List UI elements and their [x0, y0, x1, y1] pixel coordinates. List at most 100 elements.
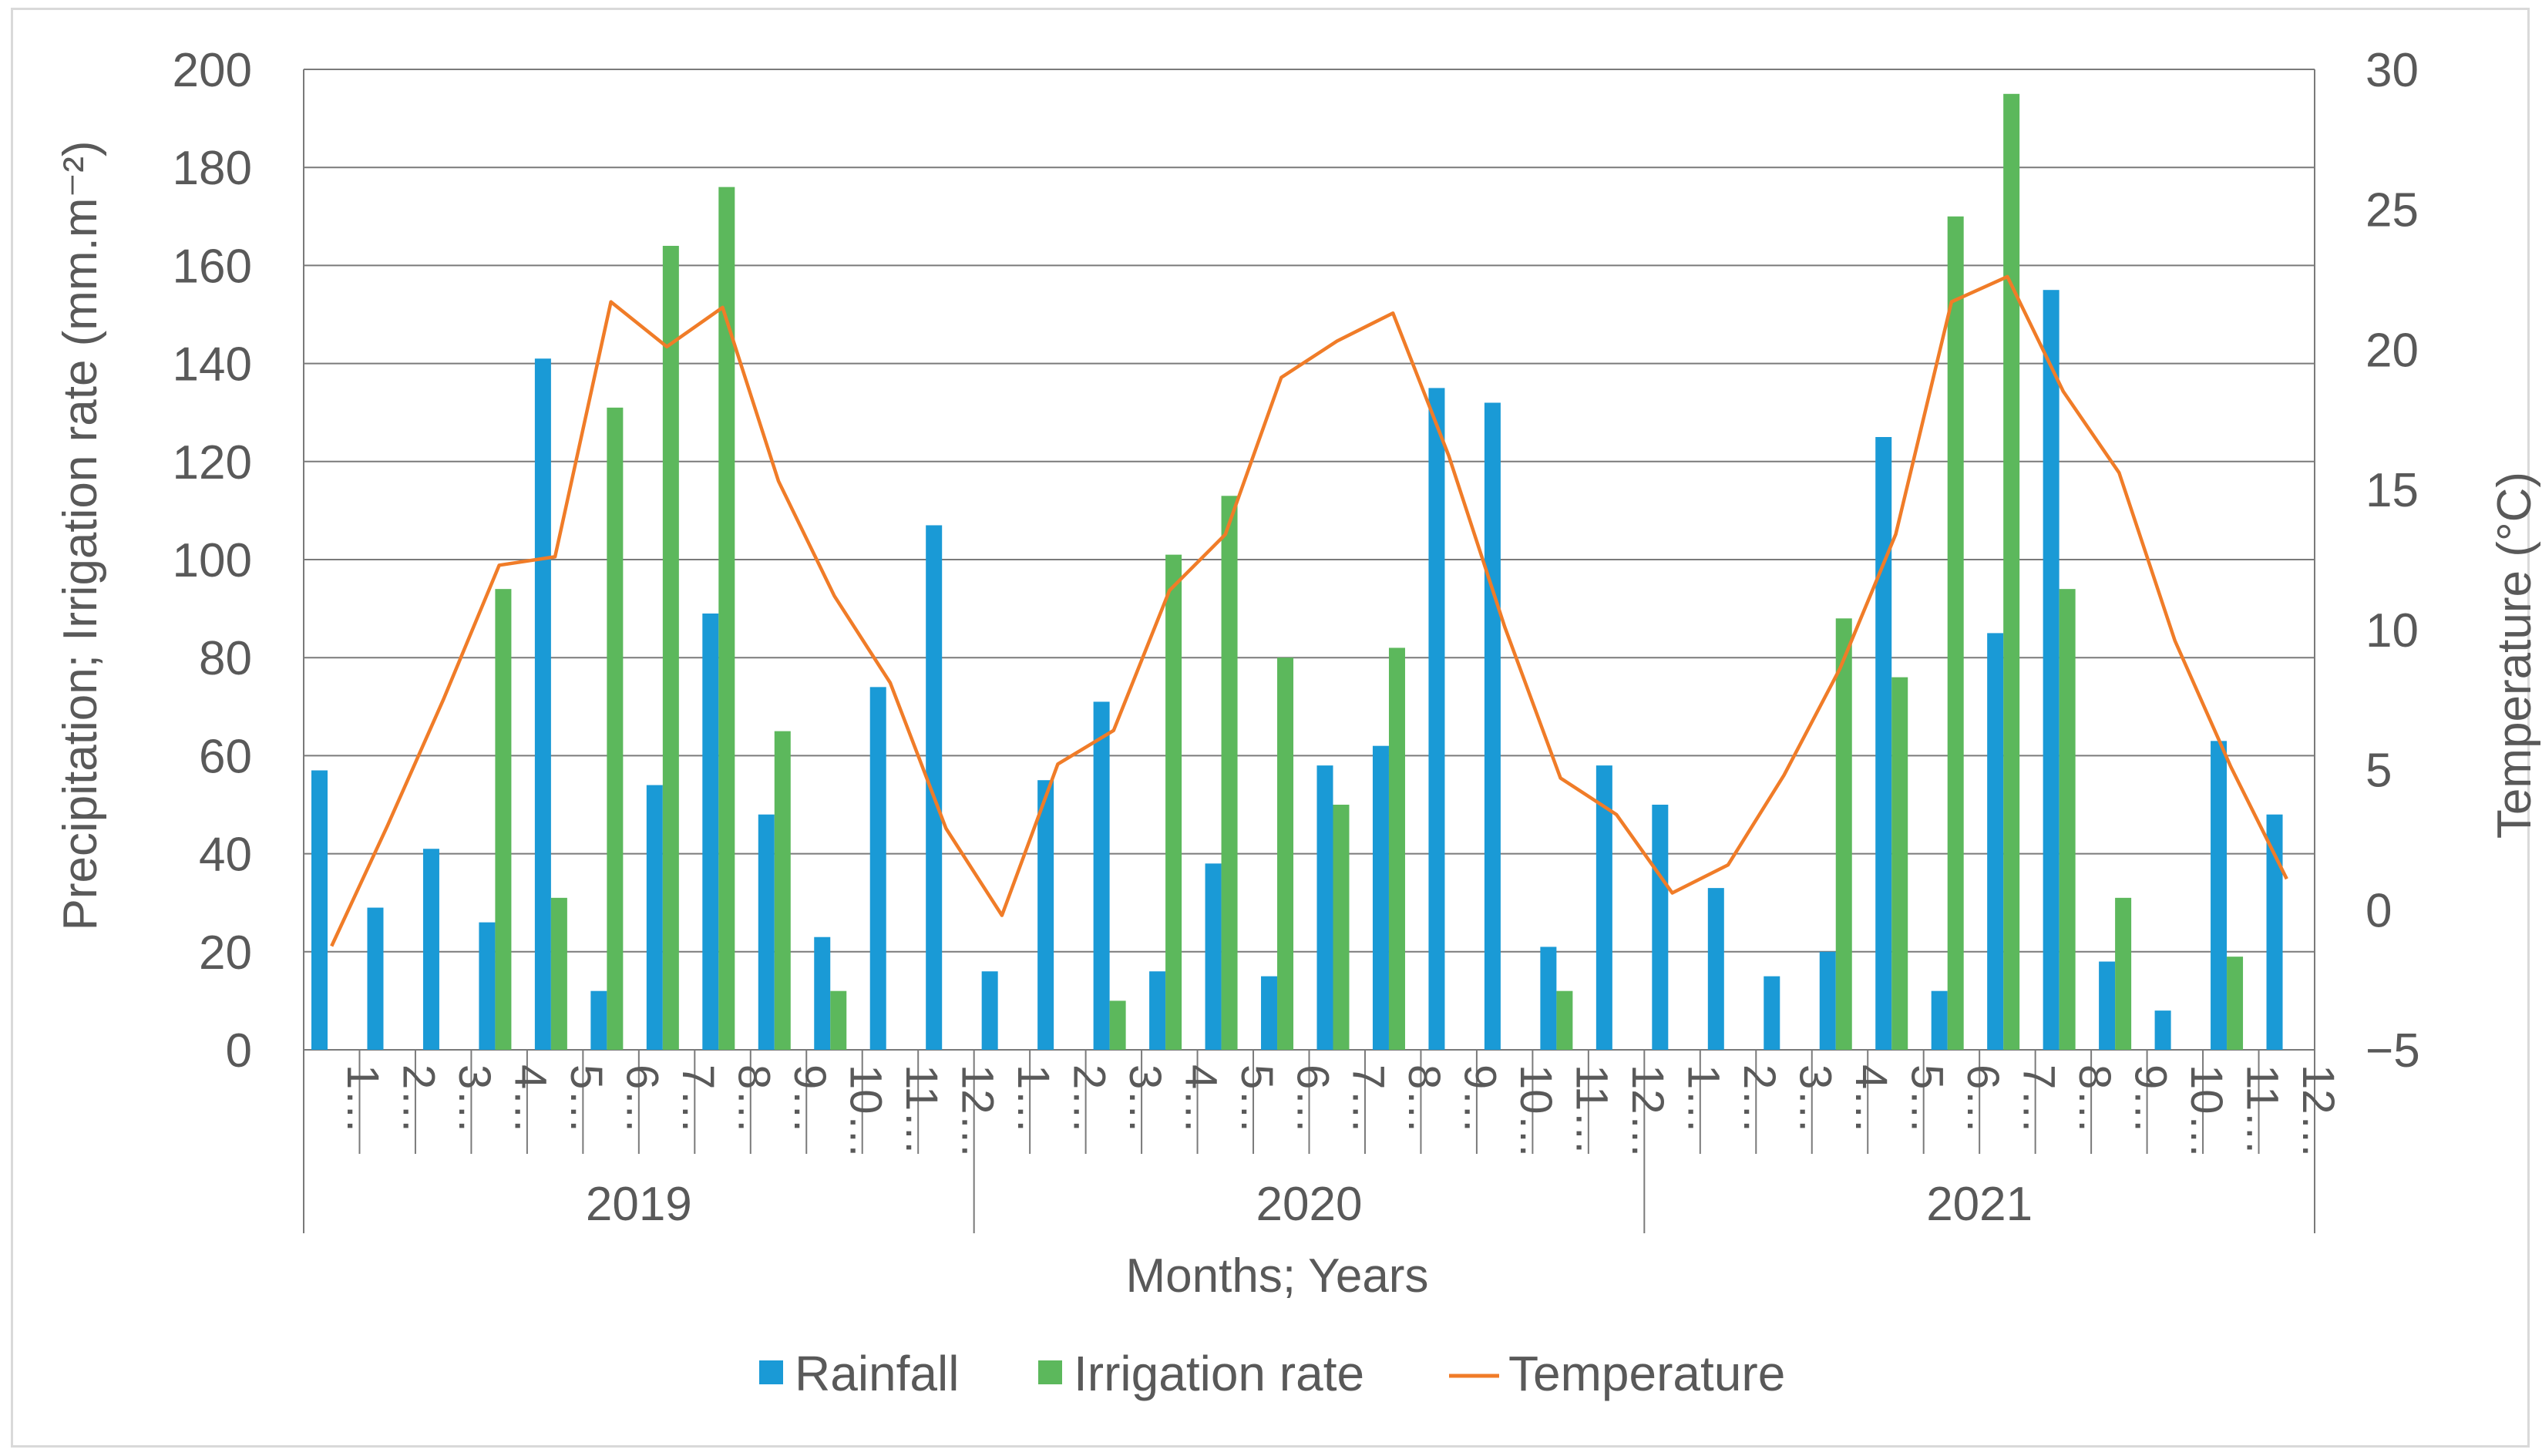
- y2-tick-label: 30: [2365, 44, 2419, 97]
- y-tick-label: 200: [173, 44, 252, 97]
- bar-irrigation-rate: [607, 407, 624, 1050]
- bar-rainfall: [702, 613, 719, 1050]
- y2-tick-label: 10: [2365, 604, 2419, 657]
- legend: Rainfall Irrigation rate Temperature: [759, 1346, 1785, 1401]
- bar-rainfall: [367, 907, 384, 1050]
- legend-swatch-irrigation: [1038, 1360, 1062, 1384]
- bar-rainfall: [1540, 947, 1557, 1050]
- x-month-label: 10…: [840, 1064, 890, 1159]
- bar-irrigation-rate: [1277, 657, 1294, 1050]
- bar-rainfall: [1652, 805, 1669, 1050]
- y-tick-label: 120: [173, 436, 252, 489]
- bar-rainfall: [1707, 888, 1724, 1050]
- bar-rainfall: [758, 814, 775, 1050]
- x-month-label: 3…: [1120, 1064, 1170, 1134]
- x-month-label: 3…: [449, 1064, 499, 1134]
- bar-rainfall: [814, 936, 831, 1050]
- bar-rainfall: [1764, 976, 1780, 1050]
- bar-rainfall: [1205, 863, 1222, 1050]
- x-month-label: 10…: [1511, 1064, 1561, 1159]
- bar-irrigation-rate: [1891, 677, 1908, 1050]
- x-month-label: 9…: [2125, 1064, 2175, 1134]
- x-month-label: 7…: [2013, 1064, 2063, 1134]
- y-tick-label: 60: [199, 730, 252, 783]
- x-month-label: 8…: [2070, 1064, 2120, 1134]
- y-tick-label: 0: [226, 1024, 252, 1078]
- bar-rainfall: [1149, 971, 1166, 1050]
- y2-axis-title: Temperature (°C): [2488, 472, 2541, 839]
- bar-rainfall: [534, 358, 551, 1050]
- bar-irrigation-rate: [1388, 647, 1405, 1050]
- bar-rainfall: [422, 849, 439, 1050]
- temperature-line: [330, 274, 2288, 947]
- bar-irrigation-rate: [662, 245, 679, 1051]
- x-month-label: 6…: [617, 1064, 667, 1134]
- bar-irrigation-rate: [2059, 589, 2076, 1050]
- x-month-label: 6…: [1287, 1064, 1337, 1134]
- y-tick-label: 20: [199, 926, 252, 980]
- y-tick-label: 140: [173, 338, 252, 392]
- bar-irrigation-rate: [830, 990, 847, 1050]
- x-month-label: 1…: [1679, 1064, 1729, 1134]
- x-month-label: 6…: [1958, 1064, 2008, 1134]
- bar-irrigation-rate: [2227, 957, 2244, 1050]
- bar-irrigation-rate: [2003, 93, 2020, 1050]
- bar-rainfall: [1316, 765, 1333, 1050]
- x-month-label: 12…: [2293, 1064, 2343, 1159]
- bar-irrigation-rate: [1221, 496, 1238, 1050]
- bar-rainfall: [311, 770, 328, 1050]
- y-axis-title: Precipitation; Irrigation rate (mm.m⁻²): [54, 141, 107, 931]
- bar-irrigation-rate: [718, 187, 735, 1050]
- legend-swatch-rainfall: [759, 1360, 783, 1384]
- x-month-label: 5…: [561, 1064, 611, 1134]
- bar-rainfall: [2211, 741, 2228, 1050]
- bar-rainfall: [1261, 976, 1278, 1050]
- x-month-label: 8…: [1399, 1064, 1449, 1134]
- bar-rainfall: [1484, 402, 1501, 1050]
- y2-tick-label: 20: [2365, 324, 2419, 377]
- bar-irrigation-rate: [550, 897, 567, 1050]
- x-month-label: 9…: [1455, 1064, 1505, 1134]
- legend-label-irrigation: Irrigation rate: [1074, 1346, 1364, 1401]
- x-month-label: 10…: [2181, 1064, 2231, 1159]
- x-month-label: 4…: [1846, 1064, 1896, 1134]
- x-axis-title: Months; Years: [1126, 1249, 1429, 1303]
- bar-irrigation-rate: [1109, 1000, 1126, 1050]
- x-year-label: 2020: [1256, 1178, 1363, 1231]
- x-month-label: 2…: [1734, 1064, 1784, 1134]
- bar-rainfall: [1428, 388, 1445, 1050]
- x-year-label: 2019: [586, 1178, 692, 1231]
- bar-rainfall: [1595, 765, 1612, 1050]
- x-month-label: 12…: [1622, 1064, 1673, 1159]
- bar-rainfall: [981, 971, 998, 1050]
- bar-rainfall: [2043, 290, 2059, 1050]
- x-month-label: 12…: [952, 1064, 1002, 1159]
- bar-irrigation-rate: [495, 589, 512, 1050]
- bar-irrigation-rate: [1165, 554, 1182, 1050]
- bar-rainfall: [2266, 814, 2283, 1050]
- y2-tick-label: 15: [2365, 464, 2419, 517]
- x-month-label: 4…: [506, 1064, 556, 1134]
- x-month-label: 4…: [1175, 1064, 1226, 1134]
- x-month-label: 11…: [1567, 1064, 1617, 1155]
- x-month-label: 7…: [673, 1064, 723, 1134]
- y2-tick-label: 5: [2365, 745, 2392, 798]
- bar-irrigation-rate: [2115, 897, 2132, 1050]
- temperature-line-group: [330, 274, 2288, 947]
- bar-rainfall: [1987, 633, 2004, 1050]
- bar-rainfall: [869, 687, 886, 1050]
- y2-tick-label: 0: [2365, 884, 2392, 937]
- bar-rainfall: [1093, 701, 1110, 1050]
- bar-rainfall: [1037, 780, 1054, 1050]
- y-tick-label: 100: [173, 534, 252, 587]
- x-month-label: 7…: [1343, 1064, 1394, 1134]
- x-month-label: 2…: [1064, 1064, 1114, 1134]
- bar-rainfall: [926, 525, 943, 1050]
- x-month-label: 11…: [896, 1064, 947, 1155]
- bar-irrigation-rate: [1835, 618, 1852, 1050]
- bar-irrigation-rate: [1333, 805, 1350, 1050]
- x-month-label: 11…: [2237, 1064, 2287, 1155]
- bar-irrigation-rate: [1556, 990, 1573, 1050]
- bar-rainfall: [2154, 1010, 2171, 1050]
